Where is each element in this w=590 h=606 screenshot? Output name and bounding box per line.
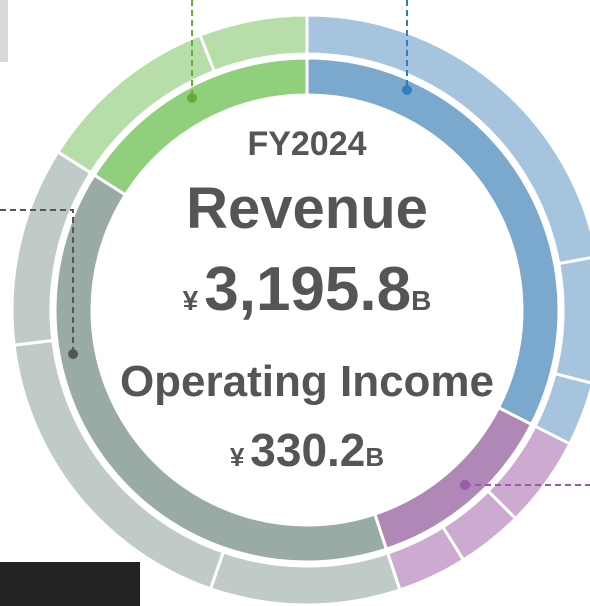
- photo-fragment: [0, 0, 8, 62]
- metric-label: Operating Income: [120, 357, 494, 406]
- unit: B: [365, 442, 384, 472]
- donut-segment: [198, 13, 309, 74]
- amount: 330.2: [250, 424, 365, 476]
- metric-value: ¥3,195.8B: [183, 255, 432, 324]
- leader-dot: [68, 349, 78, 359]
- leader-dot: [187, 93, 197, 103]
- leader-line: [0, 209, 74, 354]
- donut-segment: [305, 13, 590, 266]
- rings: [10, 13, 590, 606]
- currency: ¥: [230, 442, 245, 472]
- metric-value: ¥330.2B: [230, 424, 384, 476]
- amount: 3,195.8: [204, 255, 411, 324]
- leader-lines: [0, 0, 590, 486]
- leader-dot: [460, 480, 470, 490]
- leader-dot: [402, 85, 412, 95]
- unit: B: [411, 285, 431, 316]
- metric-label: Revenue: [186, 176, 428, 241]
- currency: ¥: [183, 285, 199, 316]
- chart-title: FY2024: [247, 125, 366, 163]
- donut-segment: [92, 56, 309, 197]
- photo-fragment: [0, 562, 140, 606]
